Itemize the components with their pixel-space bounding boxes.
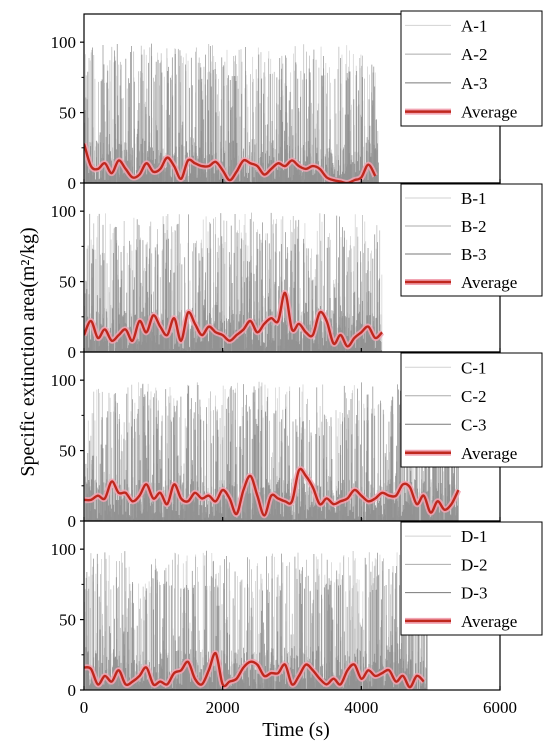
y-tick-label-a-0: 0 (68, 174, 77, 193)
x-tick-label-0: 0 (80, 698, 89, 717)
replicate-traces-a (84, 43, 379, 183)
x-tick-label-4000: 4000 (344, 698, 378, 717)
legend-label-c-3: C-3 (461, 415, 487, 434)
legend-label-b-2: B-2 (461, 217, 487, 236)
legend-label-b-1: B-1 (461, 189, 487, 208)
y-tick-label-a-50: 50 (59, 104, 76, 123)
y-tick-label-b-50: 50 (59, 273, 76, 292)
average-series-d (84, 650, 426, 690)
legend-label-average-b: Average (461, 273, 517, 292)
legend-c: C-1 C-2 C-3 Average (400, 352, 543, 468)
x-tick-label-2000: 2000 (206, 698, 240, 717)
series-line-average-a (84, 143, 377, 183)
x-tick-label-6000: 6000 (483, 698, 517, 717)
legend-label-c-2: C-2 (461, 387, 487, 406)
y-axis-title: Specific extinction area(m²/kg) (17, 227, 39, 476)
legend-label-b-3: B-3 (461, 245, 487, 264)
x-axis-title: Time (s) (262, 719, 330, 741)
panel-c: 0 50 100 C-1 C-2 C-3 Average (51, 351, 543, 531)
series-line-average-d (84, 652, 425, 689)
replicate-traces-d (84, 550, 428, 690)
legend-label-a-3: A-3 (461, 74, 487, 93)
legend-box-a (400, 10, 543, 127)
y-tick-label-d-50: 50 (59, 611, 76, 630)
legend-label-a-1: A-1 (461, 16, 487, 35)
legend-label-d-1: D-1 (461, 527, 487, 546)
y-tick-label-c-100: 100 (51, 371, 77, 390)
series-line-average-b (84, 291, 383, 348)
y-tick-label-c-0: 0 (68, 512, 77, 531)
y-tick-label-a-100: 100 (51, 33, 77, 52)
legend-b: B-1 B-2 B-3 Average (400, 183, 543, 297)
legend-d: D-1 D-2 D-3 Average (400, 521, 543, 636)
y-tick-label-b-100: 100 (51, 202, 77, 221)
y-tick-label-c-50: 50 (59, 442, 76, 461)
y-tick-label-d-100: 100 (51, 540, 77, 559)
panel-a: 0 50 100 A-1 A-2 A-3 Average (51, 10, 543, 193)
chart-panels: 0 50 100 A-1 A-2 A-3 Average 0 50 100 B-1 B-2 B-3 Ave… (51, 10, 543, 700)
x-axis: 0 2000 4000 6000 (80, 698, 517, 717)
legend-label-average-a: Average (461, 103, 517, 122)
panel-d: 0 50 100 D-1 D-2 D-3 Average (51, 520, 543, 700)
average-series-a (84, 142, 378, 183)
legend-label-a-2: A-2 (461, 45, 487, 64)
series-line-average-c (84, 467, 460, 517)
average-series-b (84, 289, 385, 350)
panel-b: 0 50 100 B-1 B-2 B-3 Average (51, 182, 543, 362)
average-series-c (84, 466, 462, 519)
y-tick-label-b-0: 0 (68, 343, 77, 362)
legend-box-d (400, 521, 543, 636)
legend-label-average-d: Average (461, 612, 517, 631)
legend-label-d-3: D-3 (461, 584, 487, 603)
legend-box-c (400, 352, 543, 468)
legend-label-average-c: Average (461, 444, 517, 463)
y-tick-label-d-0: 0 (68, 681, 77, 700)
legend-box-b (400, 183, 543, 297)
legend-label-c-1: C-1 (461, 358, 487, 377)
legend-label-d-2: D-2 (461, 555, 487, 574)
legend-a: A-1 A-2 A-3 Average (400, 10, 543, 127)
